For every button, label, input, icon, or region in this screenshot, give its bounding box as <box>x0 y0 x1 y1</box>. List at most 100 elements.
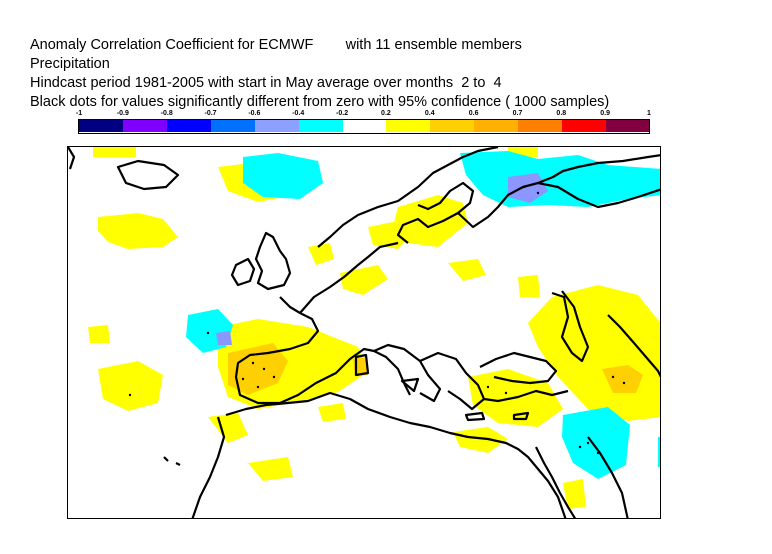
significance-dot <box>251 361 255 365</box>
anomaly-patch <box>318 403 346 422</box>
positive-anomaly-areas <box>88 147 660 509</box>
colorbar-swatch <box>561 119 606 132</box>
significance-dots <box>128 185 626 455</box>
significance-dot <box>622 381 626 385</box>
coastline-france-north <box>299 241 399 314</box>
colorbar-tick-label: -1 <box>75 110 83 117</box>
coastline-canaries <box>163 456 181 466</box>
anomaly-patch <box>93 147 136 157</box>
anomaly-patch <box>393 195 468 247</box>
colorbar-tick-label: -0.6 <box>248 110 261 117</box>
strong-negative-anomaly-areas <box>216 173 548 345</box>
colorbar-tick-label: 0.9 <box>600 110 611 117</box>
colorbar-swatch <box>210 119 255 132</box>
colorbar-swatch <box>298 119 343 132</box>
coastline-black-sea <box>479 351 558 385</box>
anomaly-patch <box>216 331 232 345</box>
coastlines <box>68 147 660 518</box>
colorbar-swatch <box>605 119 650 132</box>
coastline-britain <box>254 231 292 291</box>
coastline-cyprus <box>512 411 530 421</box>
significance-dot <box>596 451 600 455</box>
colorbar-swatch <box>342 119 387 132</box>
strong-positive-anomaly-areas <box>228 343 643 395</box>
title-line-2: Precipitation <box>30 56 110 72</box>
significance-dot <box>272 375 276 379</box>
coastline-sicily <box>400 377 420 393</box>
anomaly-patch <box>518 275 540 297</box>
colorbar-tick-label: 0.2 <box>381 110 391 117</box>
title-line-4: Black dots for values significantly diff… <box>30 94 610 110</box>
significance-dot <box>586 441 590 445</box>
colorbar-swatch <box>166 119 212 132</box>
anomaly-patch <box>308 243 334 265</box>
colorbar-tick-label: 1 <box>647 110 651 117</box>
colorbar-swatch <box>473 119 518 132</box>
coastline-iceland <box>116 159 180 191</box>
significance-dot <box>522 185 526 189</box>
title-line-3: Hindcast period 1981-2005 with start in … <box>30 75 502 91</box>
significance-dot <box>536 191 540 195</box>
figure-header: Anomaly Correlation Coefficient for ECMW… <box>30 36 609 112</box>
anomaly-patch <box>98 213 178 249</box>
coastline-arabia <box>535 446 577 518</box>
anomaly-patch <box>508 173 548 203</box>
anomaly-map <box>68 147 660 518</box>
significance-dot <box>504 391 508 395</box>
anomaly-patch <box>248 457 293 481</box>
anomaly-patch <box>88 325 110 343</box>
colorbar-tick-label: 0.4 <box>424 110 435 117</box>
colorbar-tick-label: 0.6 <box>468 110 479 117</box>
colorbar-frame <box>78 119 650 134</box>
anomaly-patch <box>340 265 388 295</box>
colorbar-tick-label: 0.7 <box>512 110 523 117</box>
colorbar-tick-label: -0.8 <box>160 110 173 117</box>
colorbar-swatch <box>385 119 431 132</box>
significance-dot <box>241 377 245 381</box>
anomaly-patch <box>562 407 630 479</box>
coastline-italy <box>373 343 442 403</box>
anomaly-patch <box>228 343 288 395</box>
significance-dot <box>578 445 582 449</box>
colorbar-tick-label: -0.2 <box>336 110 349 117</box>
colorbar-tick-label: -0.9 <box>116 110 129 117</box>
coastline-persian-gulf <box>633 342 660 378</box>
colorbar-tick-label: -0.7 <box>204 110 217 117</box>
coastline-finland <box>457 154 660 229</box>
anomaly-patch <box>98 361 163 411</box>
significance-dot <box>206 331 210 335</box>
anomaly-patch <box>208 413 248 443</box>
anomaly-patch <box>453 427 508 453</box>
coastline-balkans-greece <box>419 351 486 411</box>
coastline-north-africa <box>225 391 567 518</box>
coastline-sardinia <box>354 353 370 377</box>
anomaly-patch <box>243 153 323 199</box>
colorbar-tick-label: 0.8 <box>556 110 567 117</box>
coastline-greenland-edge <box>68 147 76 170</box>
anomaly-patch <box>602 365 643 393</box>
significance-dot <box>262 367 266 371</box>
colorbar-tick-label: -0.4 <box>292 110 305 117</box>
coastline-scandinavia <box>317 147 499 248</box>
significance-dot <box>611 375 615 379</box>
coastline-ireland <box>230 257 256 287</box>
significance-dot <box>128 393 132 397</box>
anomaly-patch <box>186 309 233 353</box>
coastline-kola <box>537 181 660 209</box>
significance-dot <box>256 385 260 389</box>
colorbar-swatch <box>517 119 562 132</box>
colorbar-swatch <box>79 119 124 132</box>
colorbar-legend: -1 -0.9 -0.8 -0.7 -0.6 -0.4 -0.2 0.2 0.4 0.6 0.7 0.… <box>75 110 651 134</box>
coastline-mainland-west <box>234 296 411 405</box>
significance-dot <box>486 385 490 389</box>
coastline-red-sea-east <box>587 436 629 518</box>
anomaly-fields <box>88 147 660 509</box>
anomaly-patch <box>448 259 486 281</box>
coastline-crete <box>464 411 486 422</box>
anomaly-patch <box>658 437 660 467</box>
coastline-iran <box>607 314 635 344</box>
coastline-turkey <box>483 389 569 403</box>
coastline-iberia-west <box>191 416 226 518</box>
colorbar-swatch <box>254 119 299 132</box>
anomaly-patch <box>563 479 586 509</box>
